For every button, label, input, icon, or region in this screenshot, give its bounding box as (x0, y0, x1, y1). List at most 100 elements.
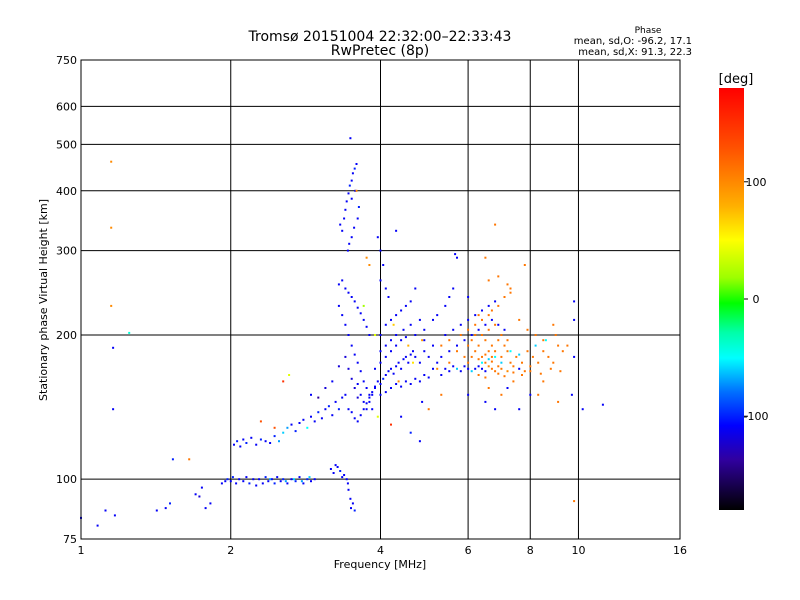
data-point (503, 328, 506, 331)
data-point (242, 480, 245, 483)
data-point (353, 387, 356, 389)
data-point (414, 355, 417, 358)
data-point (238, 478, 241, 481)
data-point (402, 358, 405, 361)
data-point (559, 370, 562, 373)
data-point (497, 275, 500, 278)
data-point (229, 480, 232, 483)
data-point (376, 236, 379, 239)
data-point (258, 478, 261, 481)
data-point (490, 360, 493, 363)
data-point (423, 374, 426, 376)
data-point (467, 367, 470, 370)
data-point (350, 197, 353, 200)
x-tick-label: 4 (377, 544, 384, 557)
data-point (164, 507, 167, 510)
data-point (444, 334, 447, 336)
data-point (506, 350, 509, 353)
data-point (534, 344, 537, 347)
data-point (400, 339, 403, 342)
phase-stats-heading: Phase (635, 26, 662, 36)
data-point (350, 296, 353, 298)
y-tick-label: 300 (56, 245, 77, 258)
data-point (382, 264, 385, 266)
data-point (341, 314, 344, 317)
y-tick-label: 200 (56, 329, 77, 342)
data-point (387, 296, 390, 298)
data-point (347, 334, 350, 336)
data-point (470, 334, 473, 336)
data-point (356, 361, 359, 364)
data-point (302, 482, 305, 485)
data-point (374, 367, 376, 370)
data-point (414, 334, 417, 336)
data-point (432, 318, 434, 321)
data-point (539, 372, 542, 375)
data-point (171, 458, 174, 461)
data-point (523, 370, 526, 373)
y-axis-label: Stationary phase Virtual Height [km] (37, 199, 50, 401)
data-point (345, 478, 348, 481)
data-point (414, 377, 417, 380)
data-point (267, 480, 270, 483)
data-point (282, 380, 285, 383)
data-point (481, 367, 483, 370)
x-tick-label: 16 (673, 544, 687, 557)
data-point (481, 355, 483, 358)
data-point (273, 426, 276, 429)
y-tick-labels: 75 100 200 300 400 500 600 750 (56, 54, 77, 546)
data-point (512, 371, 515, 374)
data-point (359, 414, 362, 417)
data-point (484, 339, 487, 342)
data-point (421, 400, 424, 403)
data-point (382, 377, 385, 380)
data-point (477, 344, 480, 347)
data-point (310, 415, 312, 418)
data-point (390, 350, 392, 353)
data-point (573, 300, 576, 303)
data-point (456, 344, 458, 347)
data-point (477, 365, 480, 368)
data-point (350, 411, 353, 414)
data-point (261, 482, 264, 485)
data-point (400, 367, 403, 370)
data-point (487, 365, 490, 368)
data-point (484, 376, 487, 379)
data-point (481, 361, 483, 364)
data-point (529, 370, 532, 373)
data-point (320, 417, 323, 420)
data-point (359, 312, 362, 315)
data-point (459, 323, 462, 326)
data-point (497, 365, 500, 368)
data-point (334, 400, 337, 403)
data-point (269, 478, 272, 481)
data-point (397, 380, 400, 383)
data-point (204, 507, 207, 510)
data-point (270, 478, 273, 481)
data-point (259, 420, 262, 423)
data-point (264, 440, 267, 443)
data-point (286, 482, 289, 485)
data-point (365, 256, 368, 259)
data-point (481, 334, 483, 336)
data-point (294, 480, 297, 483)
data-point (298, 476, 301, 479)
data-point (427, 408, 430, 411)
data-point (497, 323, 500, 326)
data-point (344, 323, 347, 326)
data-point (346, 482, 349, 485)
data-point (294, 430, 297, 433)
data-point (547, 355, 550, 358)
data-point (252, 478, 255, 481)
data-point (477, 328, 480, 331)
data-point (526, 350, 529, 353)
data-point (110, 160, 113, 163)
data-point (379, 361, 382, 364)
data-point (494, 355, 497, 358)
data-point (474, 323, 477, 326)
data-point (506, 387, 509, 389)
data-point (110, 304, 113, 307)
data-point (337, 304, 340, 307)
data-point (194, 493, 197, 496)
